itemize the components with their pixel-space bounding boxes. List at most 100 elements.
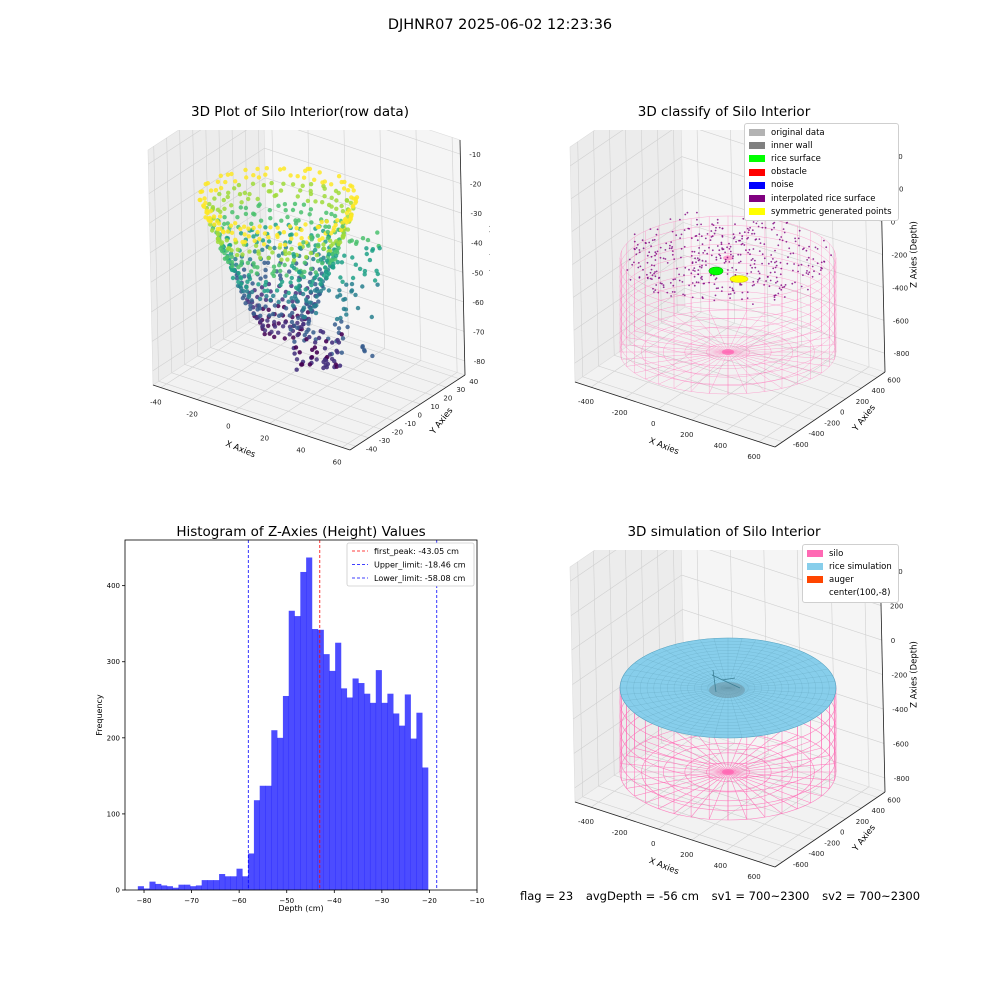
- raw-point: [294, 226, 299, 231]
- interpolated-point: [763, 257, 766, 260]
- x-axis-label: X Axies: [647, 436, 680, 457]
- raw-point: [251, 311, 257, 317]
- interpolated-point: [755, 238, 758, 241]
- y-axis-label: Y Axies: [850, 403, 878, 435]
- raw-point: [296, 278, 301, 283]
- raw-point: [266, 323, 271, 328]
- interpolated-point: [698, 233, 701, 236]
- raw-point: [219, 240, 225, 245]
- interpolated-point: [719, 257, 722, 260]
- interpolated-point: [713, 283, 716, 285]
- interpolated-point: [739, 253, 742, 256]
- raw-point: [218, 185, 224, 191]
- raw-point: [317, 267, 322, 272]
- interpolated-point: [775, 276, 778, 279]
- y-gridline: [593, 550, 799, 852]
- raw-point: [297, 350, 302, 355]
- raw-point: [279, 257, 284, 262]
- interpolated-point: [676, 267, 678, 270]
- mesh-spoke: [673, 644, 729, 689]
- raw-point: [272, 303, 278, 308]
- raw-point: [309, 282, 314, 288]
- raw-point: [279, 312, 284, 317]
- z-gridline: [150, 177, 463, 253]
- simulation-legend-item: silo: [807, 547, 892, 560]
- mesh-spoke: [620, 681, 729, 689]
- interpolated-point: [820, 261, 823, 264]
- x-tick-label: -20: [186, 411, 197, 419]
- raw-point: [242, 232, 247, 237]
- raw-point: [249, 269, 254, 274]
- raw-point: [269, 180, 274, 186]
- silo-floor-center: [722, 349, 734, 355]
- raw-point: [246, 196, 251, 202]
- interpolated-point: [754, 259, 756, 262]
- raw-point: [292, 294, 298, 299]
- rice-depression: [709, 682, 745, 698]
- interpolated-point: [646, 273, 648, 276]
- raw-plot-title: 3D Plot of Silo Interior(row data): [191, 104, 409, 120]
- raw-point: [321, 246, 327, 251]
- raw-point: [305, 198, 311, 204]
- interpolated-point: [759, 242, 762, 245]
- interpolated-point: [698, 265, 701, 268]
- raw-point: [208, 188, 214, 193]
- raw-point: [332, 322, 338, 327]
- interpolated-point: [655, 270, 658, 273]
- y-tick-label: -600: [793, 441, 809, 449]
- raw-point: [377, 246, 382, 251]
- silo-floor-spoke: [727, 771, 830, 789]
- interpolated-point: [633, 233, 636, 236]
- raw-point: [267, 208, 272, 213]
- interpolated-point: [785, 240, 788, 243]
- interpolated-point: [750, 259, 753, 261]
- raw-point: [247, 191, 252, 197]
- raw-point: [226, 259, 231, 265]
- silo-floor-ring: [662, 742, 794, 802]
- raw-point: [242, 293, 247, 298]
- interpolated-point: [741, 298, 743, 301]
- interpolated-point: [714, 278, 717, 281]
- raw-point: [303, 287, 308, 292]
- raw-point: [279, 279, 285, 284]
- raw-point: [349, 288, 355, 293]
- raw-point: [327, 352, 333, 357]
- raw-point: [312, 288, 318, 293]
- raw-point: [258, 255, 263, 260]
- interpolated-point: [706, 252, 709, 255]
- raw-point: [308, 182, 314, 187]
- raw-point: [242, 274, 247, 279]
- y-gridline: [577, 561, 783, 863]
- raw-point: [295, 174, 300, 179]
- interpolated-point: [751, 232, 753, 235]
- interpolated-point: [724, 260, 727, 263]
- interpolated-point: [709, 239, 712, 242]
- raw-point: [280, 324, 286, 329]
- raw-point: [229, 254, 234, 259]
- interpolated-point: [780, 236, 783, 238]
- raw-point: [203, 200, 208, 206]
- interpolated-point: [703, 249, 706, 252]
- y-gridline: [244, 130, 447, 388]
- histogram-bars: [137, 557, 429, 890]
- interpolated-point: [702, 252, 705, 254]
- raw-point: [250, 181, 256, 186]
- raw-point: [364, 246, 369, 251]
- interpolated-point: [662, 257, 665, 260]
- interpolated-point: [732, 289, 735, 292]
- interpolated-point: [654, 289, 657, 291]
- raw-point: [233, 221, 238, 226]
- interpolated-point: [664, 249, 667, 251]
- legend-label: auger: [829, 574, 854, 585]
- interpolated-point: [775, 264, 778, 267]
- silo-floor-spoke: [708, 351, 729, 394]
- legend-swatch: [749, 155, 765, 163]
- legend-label: Upper_limit: -18.46 cm: [374, 561, 466, 570]
- x-tick-label: 0: [651, 840, 655, 848]
- raw-point: [299, 273, 304, 278]
- interpolated-point: [780, 267, 783, 270]
- histogram-bar: [288, 610, 295, 890]
- silo-floor-spoke: [727, 351, 783, 389]
- interpolated-point: [781, 239, 784, 242]
- mesh-spoke: [727, 681, 836, 689]
